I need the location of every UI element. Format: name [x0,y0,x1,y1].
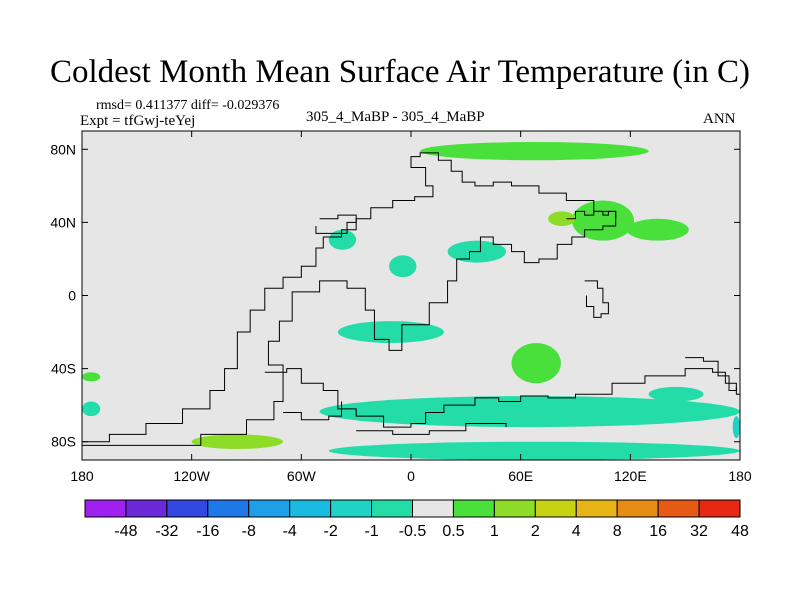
colorbar-swatch [371,499,413,518]
colorbar-label: -0.5 [399,523,427,540]
anomaly-region [511,343,561,384]
colorbar-label: -2 [324,523,338,540]
colorbar-label: 1 [490,523,499,540]
colorbar-swatch [84,499,127,518]
x-tick-label: 0 [407,468,415,484]
coastline [356,422,507,435]
y-tick-label: 40N [50,214,76,230]
y-tick-label: 0 [68,288,76,304]
coastline [264,368,740,428]
coastline [315,214,357,234]
colorbar-label: -32 [155,523,178,540]
x-tick-label: 60W [287,468,317,484]
y-tick-label: 80S [51,434,76,450]
colorbar-label: 4 [572,523,581,540]
colorbar-swatch [534,499,577,518]
colorbar-swatch [657,499,700,518]
colorbar-label: -1 [364,523,378,540]
anomaly-region [319,396,740,428]
colorbar-label: -48 [114,523,137,540]
colorbar-label: 0.5 [442,523,464,540]
stats-label: rmsd= 0.411377 diff= -0.029376 [96,98,280,113]
colorbar-swatch [125,499,168,518]
anomaly-region [82,372,101,382]
colorbar-label: -16 [196,523,219,540]
colorbar-swatch [207,499,250,518]
colorbar-swatch [493,499,536,518]
coastline [584,280,609,318]
y-tick-label: 80N [50,141,76,157]
x-tick-label: 180 [70,468,94,484]
anomaly-region [191,434,284,450]
anomaly-region [626,218,689,241]
anomaly-region [648,386,704,402]
colorbar-swatch [248,499,291,518]
anomaly-region [82,401,101,417]
coastline [283,401,343,421]
comparison-label: 305_4_MaBP - 305_4_MaBP [306,109,485,125]
colorbar: -48 -32 -16 -8 -4 -2 -1 -0.5 0.5 1 2 4 8 16 32 48 [84,499,749,540]
chart-title: Coldest Month Mean Surface Air Temperatu… [50,54,750,90]
anomaly-region [389,255,417,278]
colorbar-swatch [452,499,495,518]
anomaly-region [732,416,740,439]
anomaly-field [82,141,740,460]
colorbar-label: 2 [531,523,540,540]
colorbar-label: -4 [283,523,297,540]
anomaly-region [420,141,649,161]
colorbar-label: -8 [242,523,256,540]
experiment-label: Expt = tfGwj-teYej [80,113,196,129]
colorbar-label: 16 [649,523,667,540]
x-tick-label: 120E [614,468,647,484]
colorbar-label: 8 [613,523,622,540]
colorbar-swatch [330,499,373,518]
colorbar-swatch [412,499,454,518]
colorbar-swatch [166,499,209,518]
anomaly-region [328,441,740,460]
map-axes: 180 120W 60W 0 60E 120E 180 80N 40N 0 40S 80S [50,130,752,484]
colorbar-label: 48 [731,523,749,540]
coastline [566,210,617,220]
colorbar-swatch [575,499,618,518]
y-tick-label: 40S [51,361,76,377]
season-label: ANN [703,111,736,127]
colorbar-swatch [616,499,659,518]
x-tick-label: 60E [508,468,533,484]
x-tick-label: 120W [173,468,210,484]
colorbar-swatch [289,499,332,518]
x-tick-label: 180 [728,468,752,484]
map-plot-area [82,131,740,460]
anomaly-region [548,211,576,227]
coastline [685,357,737,392]
coastline [82,152,617,446]
anomaly-region [328,229,357,250]
colorbar-swatch [698,499,741,518]
colorbar-label: 32 [690,523,708,540]
anomaly-region [571,200,634,241]
anomaly-region [337,321,444,344]
